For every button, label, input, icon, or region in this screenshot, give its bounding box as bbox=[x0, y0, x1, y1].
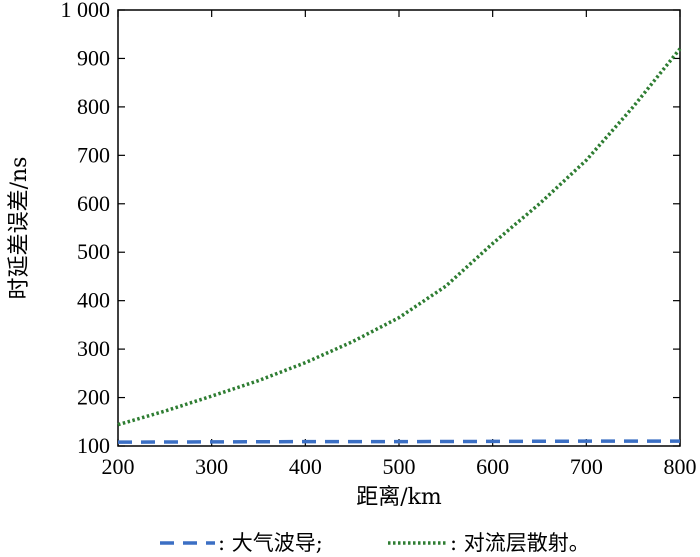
x-tick-label: 300 bbox=[195, 454, 228, 479]
series-layer bbox=[117, 47, 682, 444]
legend-label-atmospheric-duct: : 大气波导; bbox=[218, 531, 323, 555]
y-tick-label: 500 bbox=[77, 239, 110, 264]
x-tick-label: 400 bbox=[289, 454, 322, 479]
y-tick-label: 600 bbox=[77, 191, 110, 216]
series-line-atmospheric-duct bbox=[117, 439, 680, 444]
x-tick-label: 600 bbox=[476, 454, 509, 479]
y-tick-label: 100 bbox=[77, 433, 110, 458]
ticks: 200 300 400 500 600 700 8001002003004005006007… bbox=[61, 0, 697, 479]
y-tick-label: 700 bbox=[77, 142, 110, 167]
x-tick-label: 800 bbox=[664, 454, 697, 479]
y-tick-label: 200 bbox=[77, 385, 110, 410]
y-tick-label: 800 bbox=[77, 94, 110, 119]
legend: : 大气波导; : 对流层散射。 bbox=[160, 531, 590, 555]
y-tick-label: 400 bbox=[77, 288, 110, 313]
x-tick-label: 200 bbox=[102, 454, 135, 479]
x-axis-title: 距离/km bbox=[356, 485, 442, 510]
x-tick-label: 700 bbox=[570, 454, 603, 479]
legend-label-tropospheric-scatter: : 对流层散射。 bbox=[450, 531, 590, 555]
y-tick-label: 1 000 bbox=[61, 0, 111, 22]
series-line-tropospheric-scatter bbox=[117, 47, 682, 427]
y-tick-label: 300 bbox=[77, 336, 110, 361]
y-tick-label: 900 bbox=[77, 45, 110, 70]
plot-frame bbox=[117, 9, 681, 447]
y-axis-title: 时延差误差/ns bbox=[7, 157, 32, 300]
x-tick-label: 500 bbox=[383, 454, 416, 479]
